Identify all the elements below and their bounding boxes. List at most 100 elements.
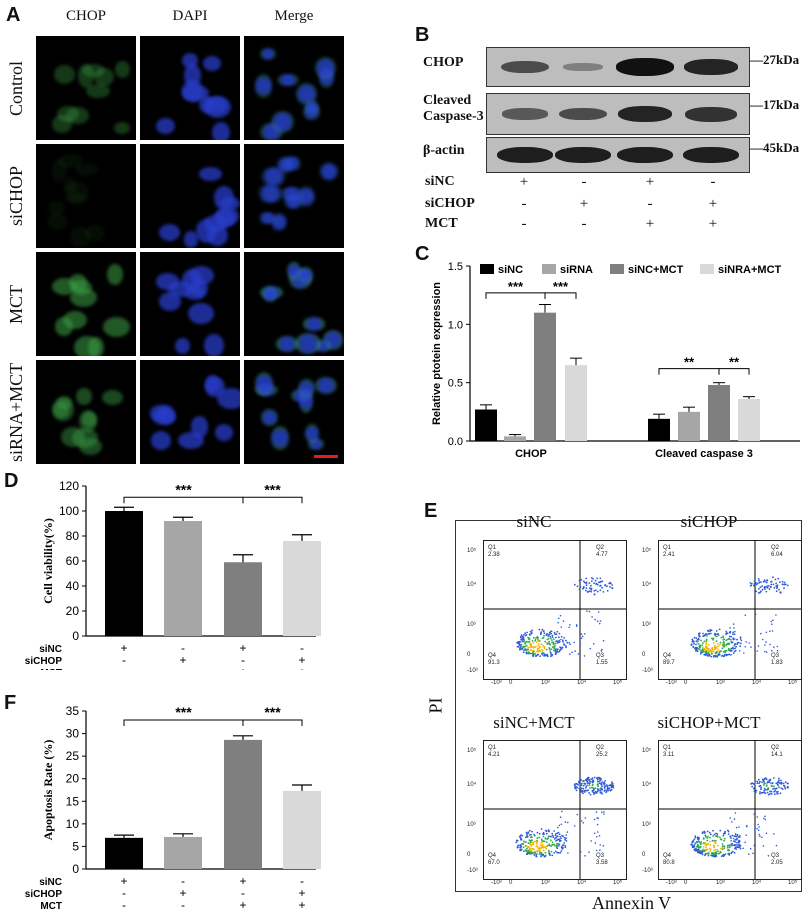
blot-label: CHOP	[423, 55, 464, 70]
bar	[224, 562, 262, 636]
category-label: Cleaved caspase 3	[655, 448, 753, 460]
event-dot	[594, 792, 597, 794]
cell-blob	[60, 426, 86, 448]
event-dot	[594, 787, 597, 790]
event-dot	[559, 614, 562, 617]
event-dot	[731, 834, 734, 837]
event-dot	[521, 834, 524, 837]
cell-blob	[259, 47, 277, 61]
event-dot	[739, 847, 742, 850]
event-dot	[779, 792, 782, 795]
event-dot	[551, 854, 554, 857]
event-dot	[562, 847, 564, 849]
event-dot	[728, 642, 730, 645]
event-dot	[713, 833, 716, 836]
event-dot	[530, 850, 532, 852]
event-dot	[607, 789, 610, 792]
cell-blob	[54, 65, 76, 84]
cell-blob	[70, 226, 91, 248]
condition-sign: -	[521, 196, 527, 212]
event-dot	[731, 633, 734, 635]
event-dot	[757, 829, 760, 832]
event-dot	[708, 850, 711, 853]
event-dot	[733, 835, 736, 838]
event-dot	[557, 845, 560, 847]
event-dot	[704, 651, 707, 654]
cell-blob	[298, 266, 313, 283]
event-dot	[735, 645, 737, 648]
event-dot	[580, 637, 583, 639]
flow-y-tick: -10³	[642, 868, 653, 874]
event-dot	[568, 641, 571, 644]
cell-blob	[66, 106, 89, 124]
event-dot	[758, 587, 760, 590]
event-dot	[693, 845, 696, 848]
event-dot	[711, 854, 714, 857]
event-dot	[727, 649, 730, 651]
event-dot	[520, 849, 522, 852]
event-dot	[564, 821, 567, 823]
event-dot	[609, 789, 612, 791]
event-dot	[757, 823, 759, 826]
event-dot	[745, 641, 747, 643]
event-dot	[587, 789, 589, 792]
event-dot	[736, 638, 738, 641]
condition-label: siCHOP	[25, 889, 63, 900]
flow-y-tick: 0	[642, 852, 646, 858]
event-dot	[710, 651, 712, 653]
quadrant-name: Q4	[488, 853, 497, 859]
cell-blob	[79, 410, 98, 433]
bar	[738, 399, 760, 441]
blot-band	[497, 146, 553, 164]
event-dot	[527, 641, 530, 643]
flow-y-tick: -10³	[467, 668, 478, 674]
condition-label: siNC	[39, 877, 62, 888]
quadrant-label-q4: Q4 80.8	[663, 853, 675, 867]
flow-x-tick: -10³	[491, 880, 502, 886]
condition-sign: +	[239, 874, 246, 888]
event-dot	[558, 843, 561, 846]
event-dot	[527, 842, 530, 845]
event-dot	[563, 637, 566, 639]
event-dot	[568, 626, 570, 629]
event-dot	[765, 651, 768, 653]
flow-x-tick: 0	[684, 880, 688, 886]
event-dot	[550, 632, 552, 635]
row-label-sichop: siCHOP	[6, 165, 26, 227]
cell-blob	[295, 333, 321, 355]
bar	[475, 409, 497, 441]
event-dot	[730, 837, 732, 839]
micrograph-control-merge	[244, 36, 344, 140]
event-dot	[543, 634, 545, 637]
event-dot	[717, 632, 719, 635]
event-dot	[534, 852, 537, 855]
event-dot	[705, 835, 707, 838]
event-dot	[562, 639, 564, 642]
event-dot	[524, 844, 527, 847]
quadrant-percent: 67.0	[488, 860, 500, 866]
quadrant-label-q2: Q2 14.1	[771, 745, 783, 759]
event-dot	[761, 778, 764, 781]
event-dot	[551, 636, 554, 639]
event-dot	[701, 648, 704, 650]
significance-bracket	[242, 496, 303, 504]
event-dot	[537, 644, 540, 647]
quadrant-percent: 4.77	[596, 552, 608, 558]
event-dot	[712, 835, 714, 837]
event-dot	[519, 648, 521, 650]
event-dot	[701, 853, 704, 856]
quadrant-name: Q4	[488, 653, 497, 659]
quadrant-percent: 25.2	[596, 752, 608, 758]
event-dot	[580, 787, 583, 790]
flow-y-tick: 10⁵	[467, 748, 477, 754]
flow-x-tick: 0	[684, 680, 688, 686]
panel-label-e: E	[424, 500, 438, 522]
event-dot	[754, 613, 757, 616]
event-dot	[603, 784, 605, 786]
quadrant-name: Q4	[663, 853, 672, 859]
event-dot	[521, 640, 524, 643]
blot-band	[683, 58, 739, 76]
event-dot	[525, 831, 528, 834]
event-dot	[580, 784, 583, 787]
event-dot	[549, 839, 552, 842]
